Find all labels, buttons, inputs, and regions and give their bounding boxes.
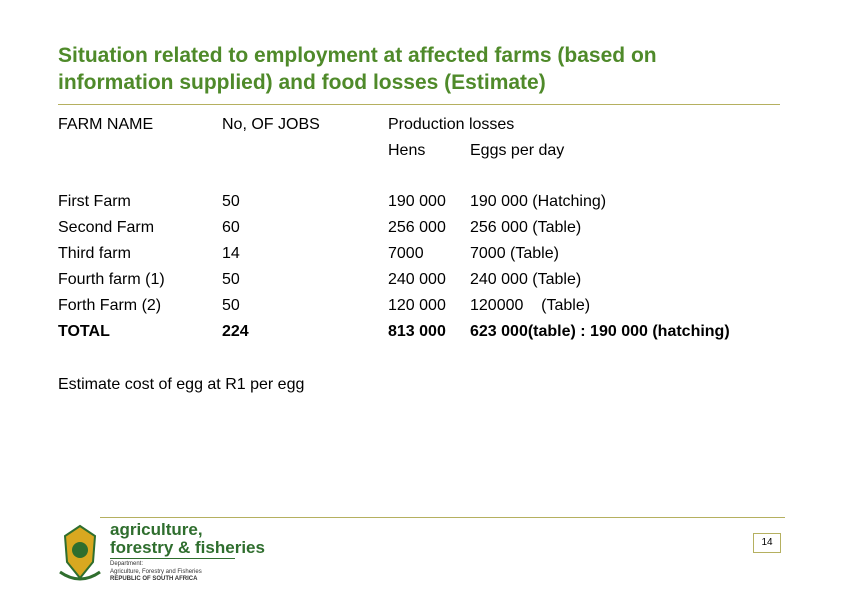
title-line: Situation related to employment at affec…: [58, 44, 657, 67]
header: Eggs per day: [470, 142, 565, 159]
table-cell: 50: [222, 271, 240, 288]
note: Estimate cost of egg at R1 per egg: [58, 376, 305, 393]
table-cell: 256 000 (Table): [470, 219, 582, 236]
table-cell: Forth Farm (2): [58, 297, 162, 314]
header: No, OF JOBS: [222, 116, 320, 133]
header: Hens: [388, 142, 426, 159]
table-cell: Third farm: [58, 245, 131, 262]
logo-text: forestry & fisheries: [110, 538, 265, 557]
table-cell: Fourth farm (1): [58, 271, 165, 288]
table-cell: 623 000(table) : 190 000 (hatching): [470, 323, 730, 340]
dept-label: Department:: [110, 561, 144, 567]
table-cell: 120 000: [388, 297, 446, 314]
table-cell: 224: [222, 323, 249, 340]
title-line: information supplied) and food losses (E…: [58, 71, 546, 94]
table-cell: 50: [222, 193, 240, 210]
rule: [100, 517, 785, 518]
page-number: 14: [753, 533, 781, 553]
table-cell: 813 000: [388, 323, 446, 340]
table-cell: TOTAL: [58, 323, 110, 340]
table-cell: 50: [222, 297, 240, 314]
table-cell: 7000 (Table): [470, 245, 559, 262]
crest: [59, 524, 101, 581]
table-cell: 240 000: [388, 271, 446, 288]
country: REPUBLIC OF SOUTH AFRICA: [110, 576, 198, 582]
header: FARM NAME: [58, 116, 154, 133]
dept-name: Agriculture, Forestry and Fisheries: [110, 569, 202, 575]
rule: [58, 104, 780, 105]
header: Production losses: [388, 116, 515, 133]
table-cell: 190 000 (Hatching): [470, 193, 607, 210]
table-cell: Second Farm: [58, 219, 155, 236]
table-cell: 256 000: [388, 219, 446, 236]
table-cell: 120000 (Table): [470, 297, 591, 314]
table-cell: 60: [222, 219, 240, 236]
table-cell: 14: [222, 245, 240, 262]
table-cell: First Farm: [58, 193, 131, 210]
table-cell: 7000: [388, 245, 424, 262]
rule: [110, 558, 235, 559]
table-cell: 240 000 (Table): [470, 271, 582, 288]
logo-text: agriculture,: [110, 520, 203, 539]
table-cell: 190 000: [388, 193, 446, 210]
